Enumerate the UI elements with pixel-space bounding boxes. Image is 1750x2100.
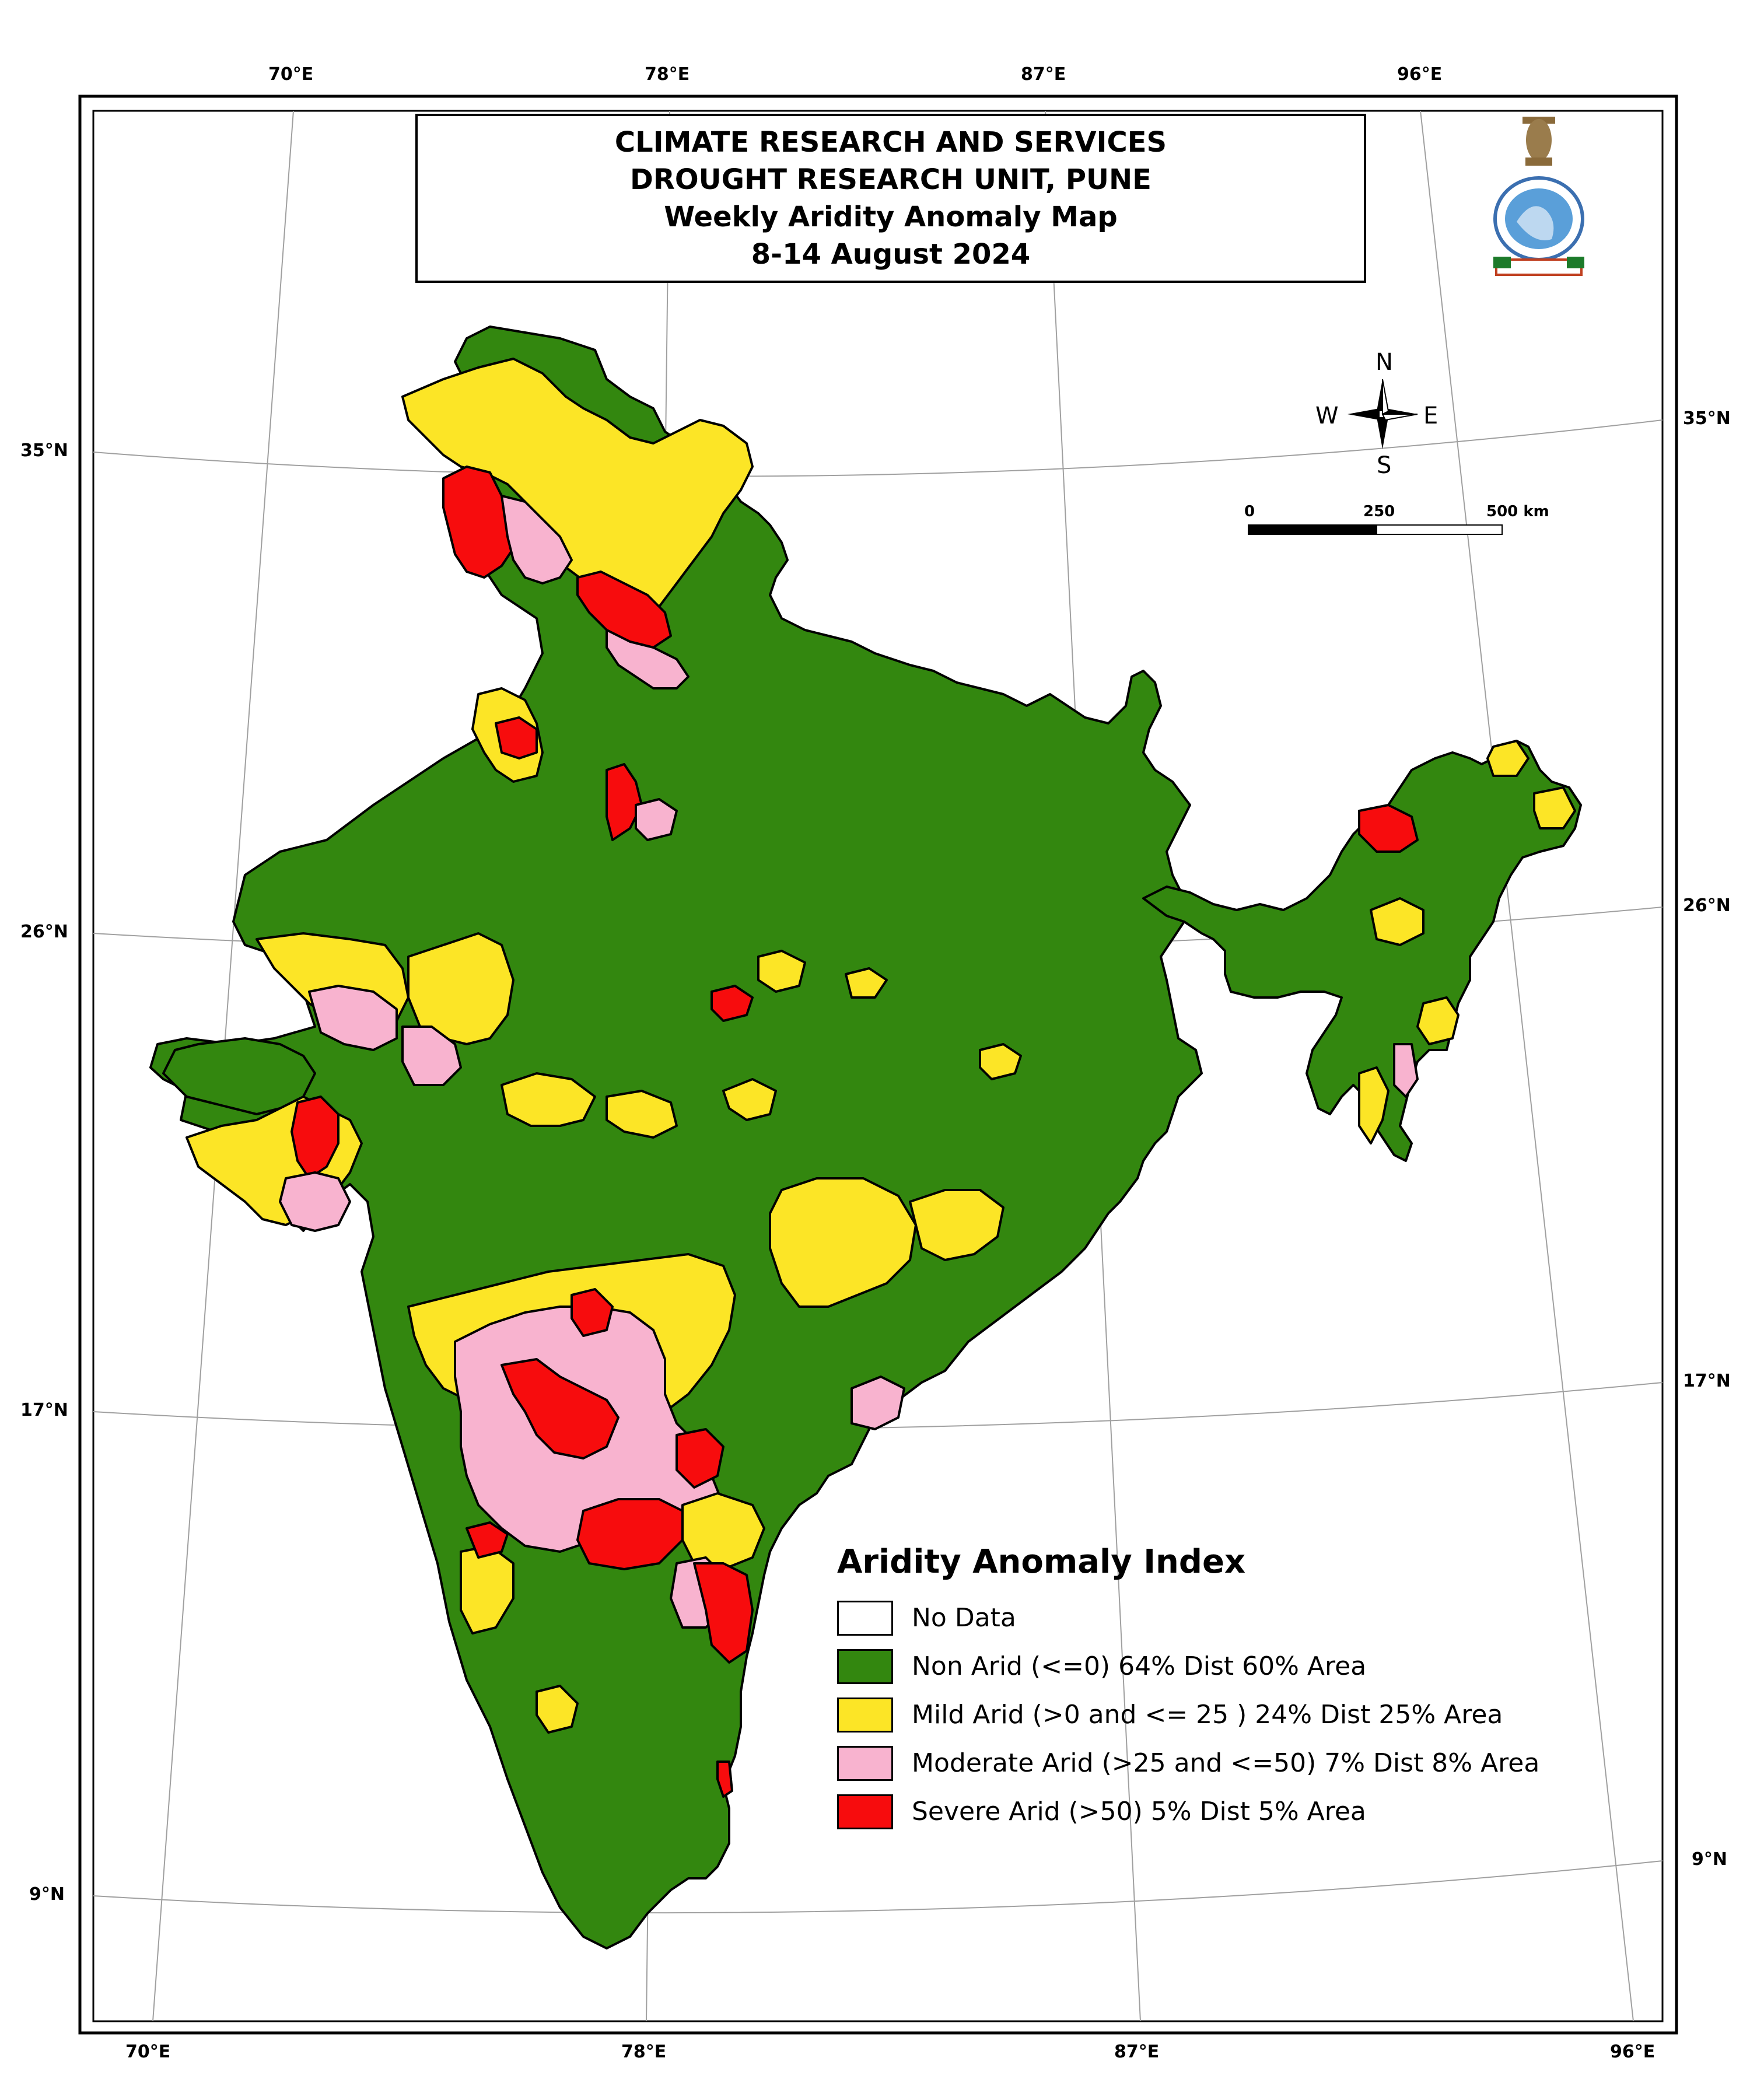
zone-arunachal-mild[interactable] <box>1486 740 1530 777</box>
lon-label-top: 96°E <box>1397 64 1443 85</box>
compass-west-label: W <box>1315 402 1339 429</box>
zone-gujarat-moderate[interactable] <box>279 1171 351 1232</box>
lat-label-left: 17°N <box>20 1400 68 1420</box>
zone-punjab-severe[interactable] <box>495 716 538 760</box>
zone-up-mild-1[interactable] <box>757 950 806 993</box>
aridity-zones <box>186 358 1576 1798</box>
zone-manipur-mild[interactable] <box>1416 996 1460 1045</box>
legend-title: Aridity Anomaly Index <box>837 1543 1246 1581</box>
legend-label: No Data <box>912 1603 1016 1633</box>
zone-mp-mild-2[interactable] <box>606 1090 678 1139</box>
lat-label-left: 9°N <box>29 1884 65 1905</box>
compass-north-label: N <box>1376 349 1393 376</box>
lon-label-top: 70°E <box>268 64 314 85</box>
legend-swatch-moderate-arid <box>837 1745 893 1781</box>
lon-label-bottom: 87°E <box>1114 2042 1160 2062</box>
zone-bihar-mild[interactable] <box>979 1043 1022 1080</box>
imd-emblem-icon <box>1493 117 1584 276</box>
zone-karnataka-severe[interactable] <box>466 1521 509 1559</box>
zone-himachal-moderate[interactable] <box>606 629 690 690</box>
zone-deccan-severe-2[interactable] <box>501 1358 620 1460</box>
compass-south-label: S <box>1377 452 1392 479</box>
india-map <box>149 326 1582 1950</box>
zone-arunachal-mild-2[interactable] <box>1533 786 1576 830</box>
zone-haryana-moderate[interactable] <box>635 798 678 841</box>
zone-ap-coast-moderate[interactable] <box>850 1376 905 1430</box>
zone-south-mild[interactable] <box>536 1685 579 1734</box>
legend: Aridity Anomaly Index No Data Non Arid (… <box>837 1543 1539 1836</box>
zone-ap-mild[interactable] <box>681 1492 765 1570</box>
lat-label-left: 26°N <box>20 922 68 942</box>
zone-rajasthan-moderate[interactable] <box>308 985 398 1051</box>
legend-item: Non Arid (<=0) 64% Dist 60% Area <box>837 1642 1539 1690</box>
zone-tripura-mild[interactable] <box>1358 1066 1390 1144</box>
lat-label-right: 35°N <box>1683 408 1731 429</box>
legend-label: Mild Arid (>0 and <= 25 ) 24% Dist 25% A… <box>912 1700 1503 1730</box>
scale-bar <box>1248 524 1503 535</box>
lat-label-right: 17°N <box>1683 1371 1731 1391</box>
zone-rajasthan-moderate-2[interactable] <box>401 1026 462 1086</box>
zone-gujarat-severe[interactable] <box>290 1096 340 1180</box>
zone-up-severe[interactable] <box>710 985 754 1022</box>
map-frame-inner <box>92 110 1664 2022</box>
zone-deccan-severe-1[interactable] <box>570 1288 614 1337</box>
zone-deccan-severe-3[interactable] <box>676 1428 724 1489</box>
zone-kashmir-severe[interactable] <box>442 466 514 579</box>
legend-item: Moderate Arid (>25 and <=50) 7% Dist 8% … <box>837 1739 1539 1787</box>
scale-label-zero: 0 <box>1244 503 1255 520</box>
legend-item: Mild Arid (>0 and <= 25 ) 24% Dist 25% A… <box>837 1690 1539 1739</box>
title-box: CLIMATE RESEARCH AND SERVICES DROUGHT RE… <box>415 114 1366 283</box>
title-line-2: DROUGHT RESEARCH UNIT, PUNE <box>630 163 1152 196</box>
legend-swatch-no-data <box>837 1600 893 1636</box>
legend-swatch-severe-arid <box>837 1794 893 1829</box>
zone-kashmir-moderate[interactable] <box>501 495 573 584</box>
legend-label: Severe Arid (>50) 5% Dist 5% Area <box>912 1797 1366 1826</box>
zone-mizoram-moderate[interactable] <box>1393 1043 1419 1098</box>
lat-label-right: 9°N <box>1692 1849 1727 1870</box>
compass-rose-icon <box>1348 379 1418 449</box>
lon-label-top: 78°E <box>645 64 690 85</box>
title-line-1: CLIMATE RESEARCH AND SERVICES <box>614 126 1167 159</box>
zone-mp-mild-3[interactable] <box>722 1078 777 1121</box>
zone-odisha-mild[interactable] <box>769 1177 917 1308</box>
scale-label-end: 500 km <box>1486 503 1549 520</box>
lon-label-top: 87°E <box>1021 64 1066 85</box>
legend-label: Non Arid (<=0) 64% Dist 60% Area <box>912 1651 1367 1681</box>
lon-label-bottom: 70°E <box>125 2042 171 2062</box>
zone-up-mild-2[interactable] <box>845 967 888 999</box>
legend-label: Moderate Arid (>25 and <=50) 7% Dist 8% … <box>912 1748 1540 1778</box>
legend-swatch-non-arid <box>837 1648 893 1684</box>
zone-mp-mild-1[interactable] <box>501 1072 596 1127</box>
zone-tn-coast-severe[interactable] <box>716 1760 733 1798</box>
title-line-3: Weekly Aridity Anomaly Map <box>664 201 1118 233</box>
zone-himachal-severe[interactable] <box>576 570 672 649</box>
zone-arunachal-severe[interactable] <box>1358 804 1419 853</box>
scale-label-mid: 250 <box>1363 503 1395 520</box>
compass-east-label: E <box>1423 402 1438 429</box>
lon-label-bottom: 78°E <box>621 2042 667 2062</box>
zone-tn-severe[interactable] <box>693 1562 754 1664</box>
legend-item: Severe Arid (>50) 5% Dist 5% Area <box>837 1787 1539 1836</box>
lat-label-right: 26°N <box>1683 895 1731 916</box>
zone-assam-mild[interactable] <box>1370 897 1424 946</box>
zone-ap-severe[interactable] <box>576 1498 684 1570</box>
zone-east-mild[interactable] <box>909 1189 1005 1261</box>
legend-item: No Data <box>837 1594 1539 1642</box>
zone-central-rajasthan-mild[interactable] <box>407 932 514 1045</box>
title-line-4: 8-14 August 2024 <box>751 238 1031 271</box>
lon-label-bottom: 96°E <box>1610 2042 1656 2062</box>
map-frame-outer <box>78 94 1678 2035</box>
lat-label-left: 35°N <box>20 440 68 461</box>
legend-swatch-mild-arid <box>837 1697 893 1732</box>
